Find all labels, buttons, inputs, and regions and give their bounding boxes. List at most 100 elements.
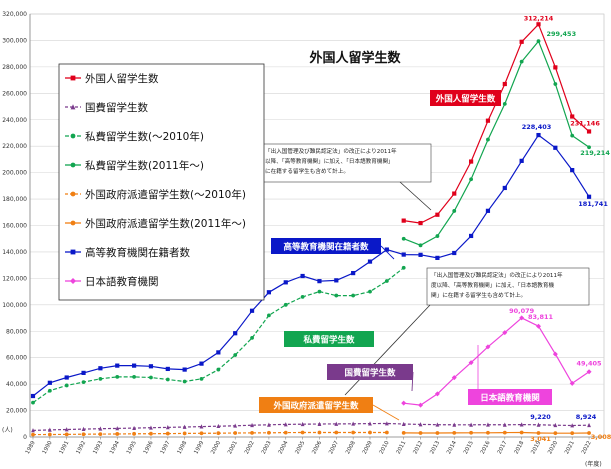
series-point-6 [132,363,137,368]
series-point-1 [300,421,305,427]
series-point-5 [536,431,541,435]
series-point-0 [519,39,524,44]
series-point-6 [81,370,86,375]
y-tick-labels: 0 20,000 40,000 60,000 80,000 100,000 120,000 1… [2,11,27,441]
series-point-2 [115,374,120,379]
series-point-0 [452,191,457,196]
series-point-3 [401,236,406,241]
series-point-3 [570,133,575,138]
series-point-2 [216,367,221,372]
data-label: 312,214 [524,14,554,22]
series-point-4 [64,432,69,437]
series-point-7 [451,375,457,381]
series-point-0 [570,114,575,119]
x-tick-label: 2011 [396,440,408,455]
series-line-3 [403,40,590,246]
y-tick-label: 140,000 [2,249,27,256]
series-point-1 [536,422,541,427]
series-tag [327,364,413,380]
x-tick-label: 2007 [328,440,340,456]
series-point-1 [519,422,524,427]
series-point-1 [165,425,170,430]
series-markers [30,22,592,437]
data-label: 8,924 [576,413,597,421]
series-point-1 [368,421,372,426]
data-label: 3,041 [530,435,551,443]
series-point-7 [569,380,575,386]
series-point-1 [587,422,591,428]
series-point-5 [502,430,507,435]
series-point-1 [418,422,423,427]
series-point-4 [149,431,153,436]
series-point-2 [132,374,137,379]
x-tick-label: 1996 [143,440,155,456]
series-point-4 [384,430,389,435]
background-band [0,0,611,14]
y-tick-label: 260,000 [2,90,27,97]
data-label: 231,146 [570,119,600,127]
series-point-7 [468,360,474,366]
series-point-6 [553,145,558,150]
annotations: 「出入国管理及び難民認定法」の改正により2011年以降、「高等教育機関」に加え、… [260,143,590,396]
series-point-6 [165,366,170,372]
series-point-1 [384,421,389,426]
y-unit-label: (人) [2,427,13,434]
x-tick-label: 2014 [446,440,458,456]
series-point-1 [334,421,339,426]
x-tick-label: 2006 [311,440,323,456]
series-point-4 [250,431,254,435]
x-unit-label: (年度) [585,460,602,468]
series-point-0 [401,218,406,223]
series-point-1 [216,423,221,429]
legend-marker [70,104,76,110]
series-point-1 [283,422,288,427]
legend-marker [70,75,76,81]
y-tick-label: 320,000 [2,11,27,18]
series-point-0 [469,159,474,164]
series-point-6 [317,279,322,284]
series-point-6 [401,252,406,257]
annotation-box [260,143,432,183]
series-point-6 [502,185,507,191]
series-point-2 [98,376,103,381]
series-point-6 [182,367,187,372]
series-point-4 [283,430,288,435]
series-tag [271,238,381,254]
y-tick-label: 80,000 [6,328,27,335]
series-point-6 [115,363,120,368]
series-point-6 [469,233,474,239]
series-point-6 [519,158,524,163]
annotation-line: に在籍する留学生も含めて計上。 [265,167,349,175]
series-point-4 [31,432,35,437]
series-point-3 [553,82,558,86]
series-point-1 [233,423,238,428]
series-point-1 [132,425,136,431]
x-tick-label: 2017 [497,440,509,456]
annotation-line: 度以降、「高等教育機関」に加え、「日本語教育機 [431,281,554,289]
series-point-2 [401,265,406,270]
series-point-7 [485,344,491,350]
series-point-1 [401,421,406,426]
series-tag [259,397,373,413]
series-point-4 [351,430,356,435]
y-tick-label: 280,000 [2,64,27,71]
series-point-6 [30,393,36,399]
series-tag-leader [380,245,395,260]
legend-label: 日本語教育機関 [85,275,159,288]
series-point-4 [182,431,187,436]
series-point-6 [367,259,373,264]
series-tag-label: 私費留学生数 [302,335,355,346]
series-point-5 [435,431,440,435]
series-point-6 [300,273,305,279]
series-tag-label: 日本語教育機関 [480,393,540,404]
series-tag-label: 外国政府派遣留学生数 [272,401,359,412]
series-point-4 [132,431,137,436]
data-label: 181,741 [578,200,608,208]
series-point-6 [334,278,339,283]
series-point-6 [351,270,356,276]
series-point-3 [452,209,457,213]
series-point-5 [587,431,591,435]
x-tick-label: 2000 [210,440,222,456]
